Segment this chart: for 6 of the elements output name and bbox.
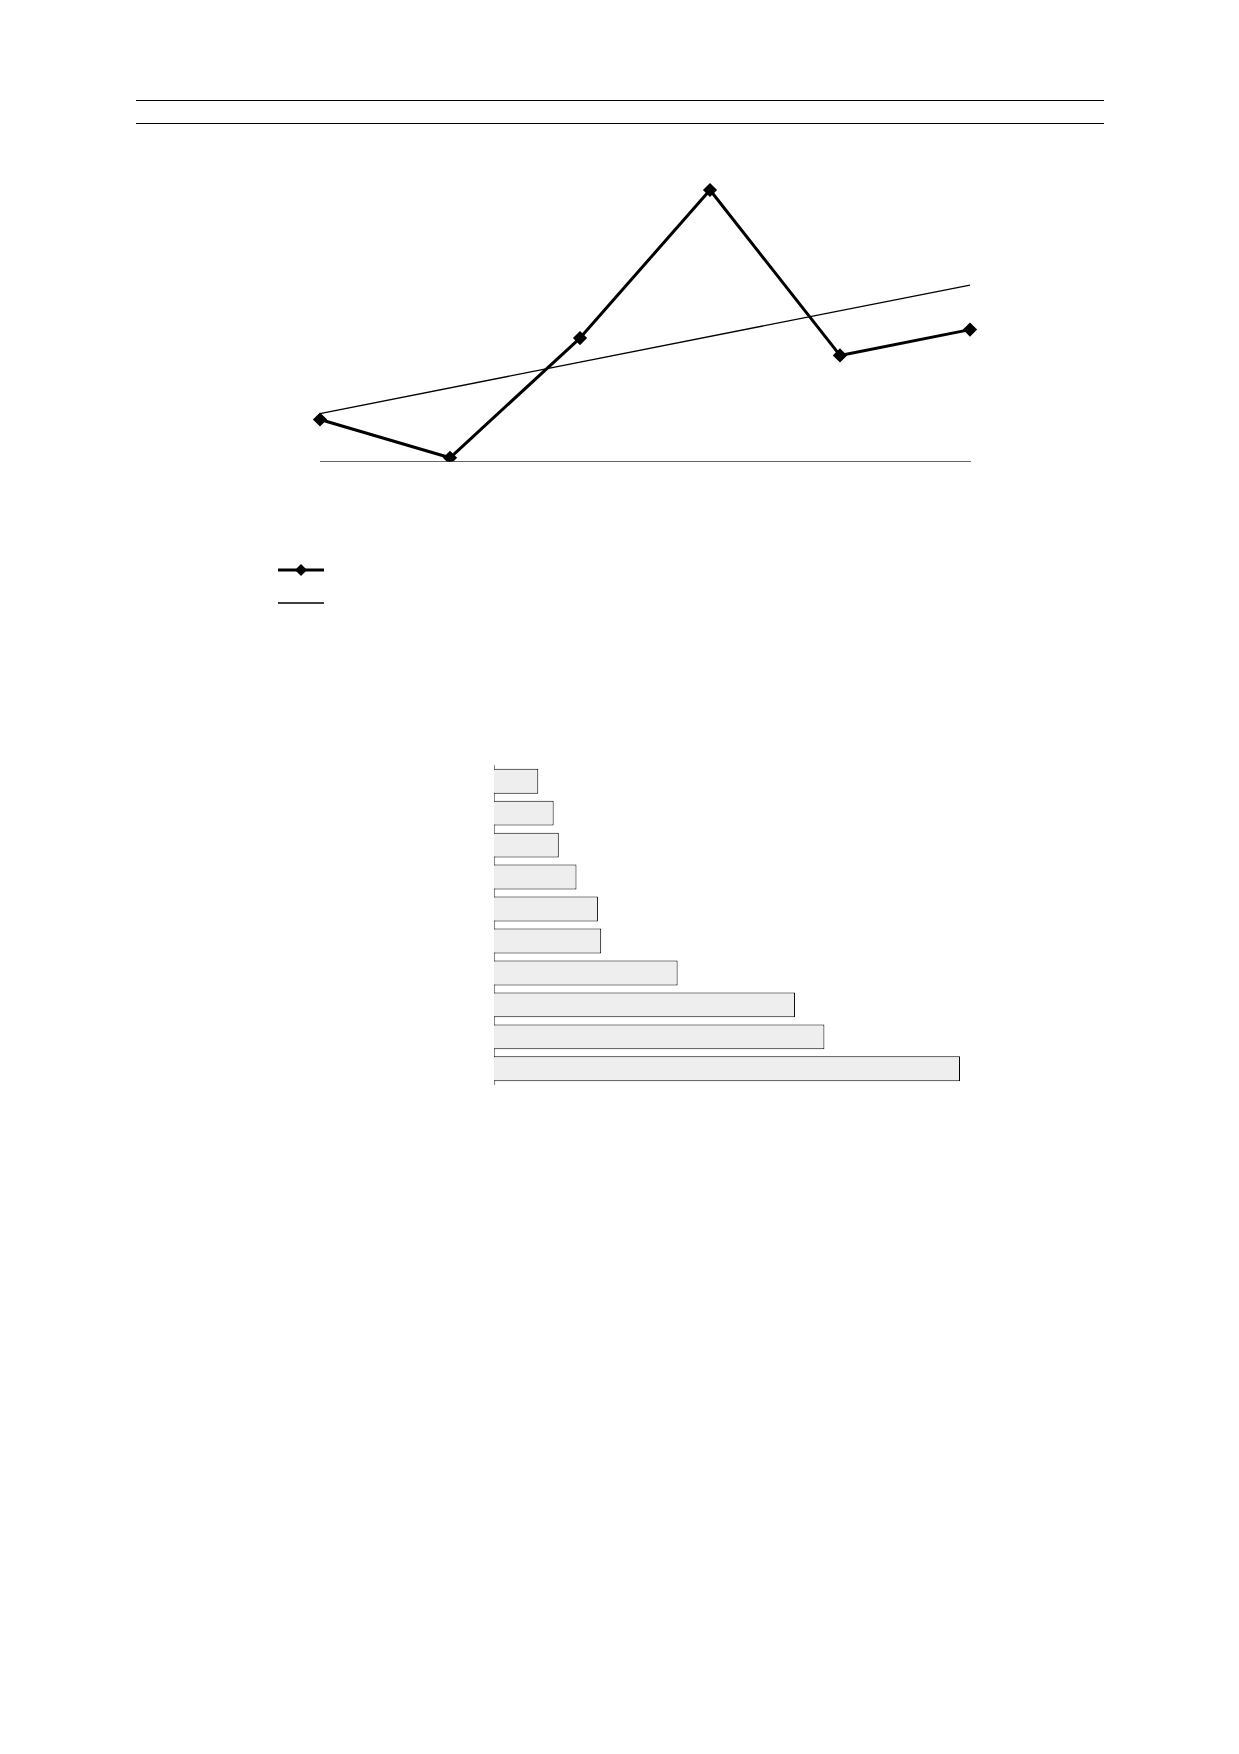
point (573, 331, 587, 345)
point (963, 323, 977, 337)
point (443, 451, 457, 462)
point (833, 348, 847, 362)
point (313, 413, 327, 426)
point (703, 183, 717, 197)
